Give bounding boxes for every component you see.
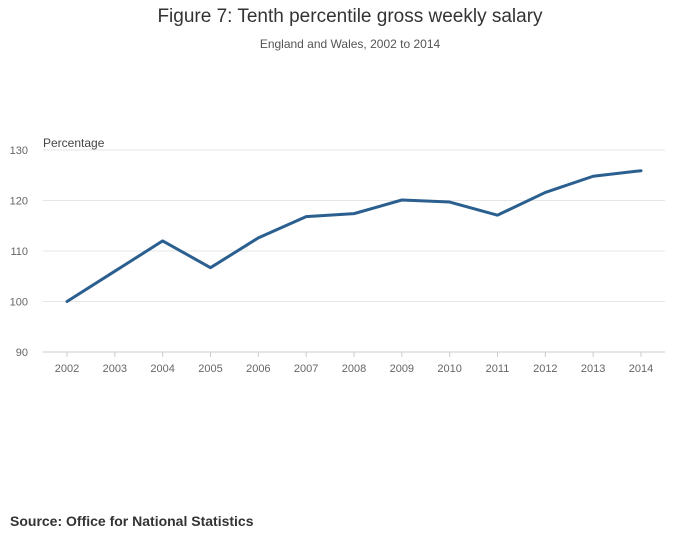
x-tick-label-2014: 2014 bbox=[629, 363, 653, 375]
x-tick-label-2010: 2010 bbox=[437, 363, 461, 375]
x-tick-label-2011: 2011 bbox=[486, 363, 510, 375]
chart-title: Figure 7: Tenth percentile gross weekly … bbox=[157, 6, 543, 27]
y-tick-label-110: 110 bbox=[10, 246, 28, 258]
y-tick-label-130: 130 bbox=[10, 145, 28, 157]
x-tick-label-2003: 2003 bbox=[103, 363, 127, 375]
data-point-2012[interactable] bbox=[542, 189, 548, 195]
data-point-2010[interactable] bbox=[447, 199, 453, 205]
data-point-2014[interactable] bbox=[638, 168, 644, 174]
x-tick-label-2005: 2005 bbox=[198, 363, 222, 375]
data-point-2009[interactable] bbox=[399, 197, 405, 203]
data-point-2002[interactable] bbox=[64, 299, 70, 305]
gridlines bbox=[43, 149, 665, 302]
source-note: Source: Office for National Statistics bbox=[10, 513, 254, 529]
data-point-2007[interactable] bbox=[303, 214, 309, 220]
y-tick-label-120: 120 bbox=[10, 196, 28, 208]
x-tick-label-2008: 2008 bbox=[342, 363, 366, 375]
chart-subtitle: England and Wales, 2002 to 2014 bbox=[259, 37, 441, 51]
data-point-2005[interactable] bbox=[208, 265, 214, 271]
data-point-2004[interactable] bbox=[160, 238, 166, 244]
data-point-2013[interactable] bbox=[590, 173, 596, 179]
data-point-2008[interactable] bbox=[351, 211, 357, 217]
y-axis-ticks: 90 100 110 120 130 bbox=[10, 145, 28, 359]
data-point-2003[interactable] bbox=[112, 268, 118, 274]
x-tick-label-2007: 2007 bbox=[294, 363, 318, 375]
x-tick-label-2004: 2004 bbox=[150, 363, 174, 375]
data-point-2011[interactable] bbox=[495, 212, 501, 218]
series-line-0[interactable] bbox=[65, 169, 643, 303]
y-tick-label-100: 100 bbox=[10, 297, 28, 309]
x-tick-label-2009: 2009 bbox=[390, 363, 414, 375]
y-axis-label: Percentage bbox=[43, 136, 105, 150]
x-tick-label-2012: 2012 bbox=[533, 363, 557, 375]
x-tick-label-2002: 2002 bbox=[55, 363, 79, 375]
x-axis: 2002 2003 2004 2005 2006 2007 2008 2009 2010 2011… bbox=[43, 351, 665, 375]
y-tick-label-90: 90 bbox=[16, 347, 28, 359]
x-tick-label-2006: 2006 bbox=[246, 363, 270, 375]
x-tick-label-2013: 2013 bbox=[581, 363, 605, 375]
series-group bbox=[64, 168, 644, 305]
data-point-2006[interactable] bbox=[255, 235, 261, 241]
